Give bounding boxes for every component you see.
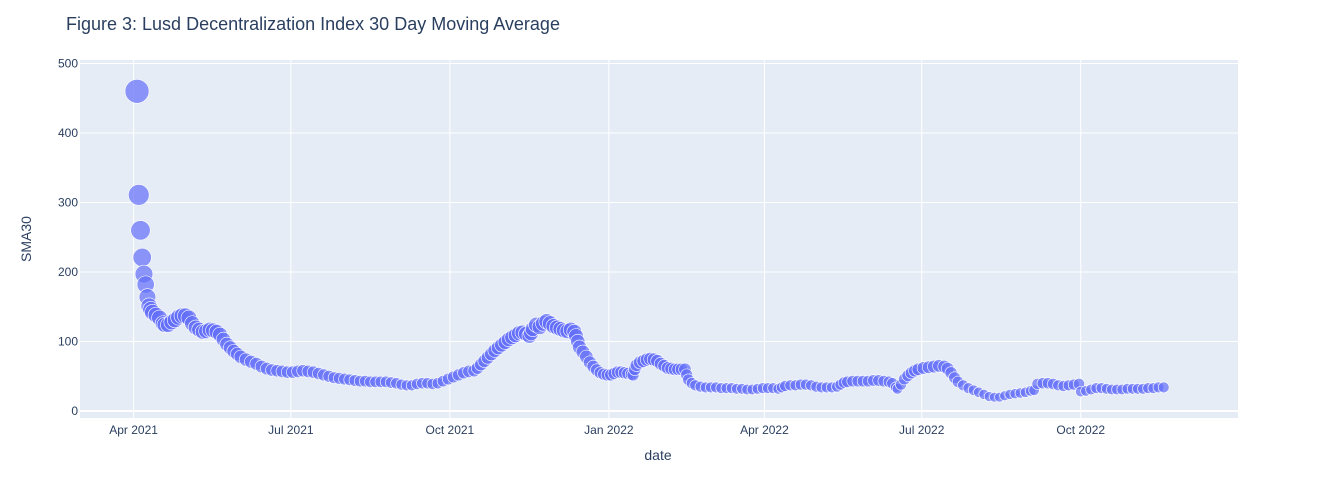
data-point[interactable] <box>1157 381 1170 394</box>
y-tick-label: 200 <box>58 265 78 279</box>
y-tick-label: 400 <box>58 126 78 140</box>
grid-lines <box>80 60 1238 418</box>
x-tick-label: Oct 2021 <box>426 423 475 437</box>
x-tick-label: Jul 2022 <box>899 423 945 437</box>
x-tick-label: Apr 2021 <box>109 423 158 437</box>
scatter-points <box>124 78 1170 403</box>
y-tick-label: 300 <box>58 196 78 210</box>
data-point[interactable] <box>132 247 152 267</box>
chart-title: Figure 3: Lusd Decentralization Index 30… <box>66 14 560 34</box>
y-axis-ticks: 0 100 200 300 400 500 <box>58 56 78 418</box>
x-axis-title: date <box>644 447 671 463</box>
data-point[interactable] <box>130 220 151 241</box>
x-tick-label: Oct 2022 <box>1056 423 1105 437</box>
x-tick-label: Jan 2022 <box>584 423 634 437</box>
data-point[interactable] <box>128 184 150 206</box>
x-tick-label: Jul 2021 <box>268 423 314 437</box>
y-axis-title: SMA30 <box>18 216 34 262</box>
y-tick-label: 100 <box>58 335 78 349</box>
y-tick-label: 500 <box>58 56 78 70</box>
y-tick-label: 0 <box>71 404 78 418</box>
x-tick-label: Apr 2022 <box>740 423 789 437</box>
x-axis-ticks: Apr 2021 Jul 2021 Oct 2021 Jan 2022 Apr 2022… <box>109 423 1105 437</box>
data-point[interactable] <box>124 78 150 104</box>
